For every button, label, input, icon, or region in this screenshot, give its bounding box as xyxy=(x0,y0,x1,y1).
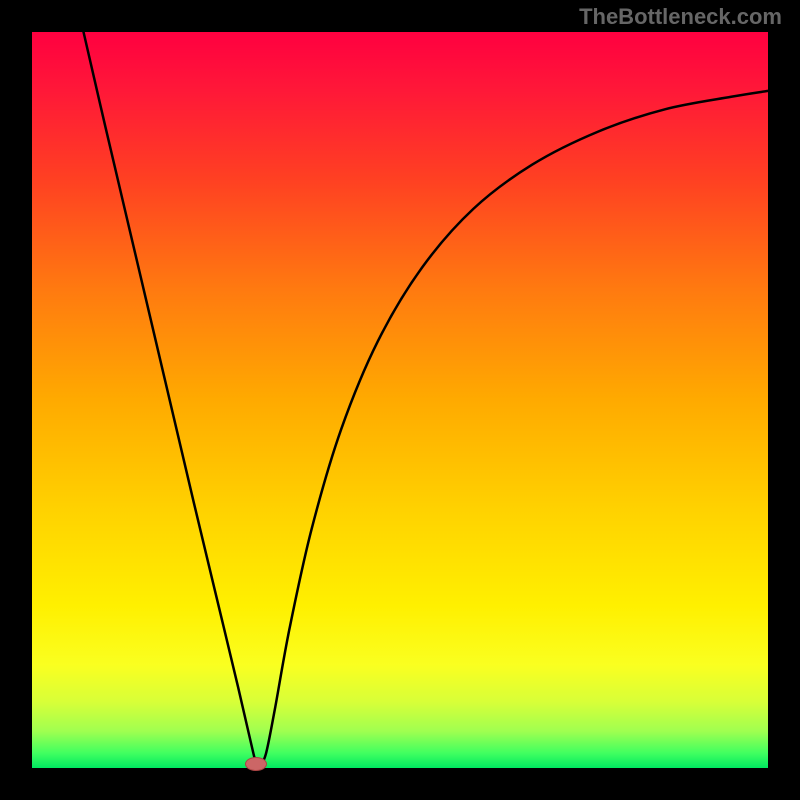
chart-container: TheBottleneck.com xyxy=(0,0,800,800)
plot-area xyxy=(32,32,768,768)
watermark-text: TheBottleneck.com xyxy=(579,4,782,30)
minimum-marker xyxy=(245,757,267,771)
